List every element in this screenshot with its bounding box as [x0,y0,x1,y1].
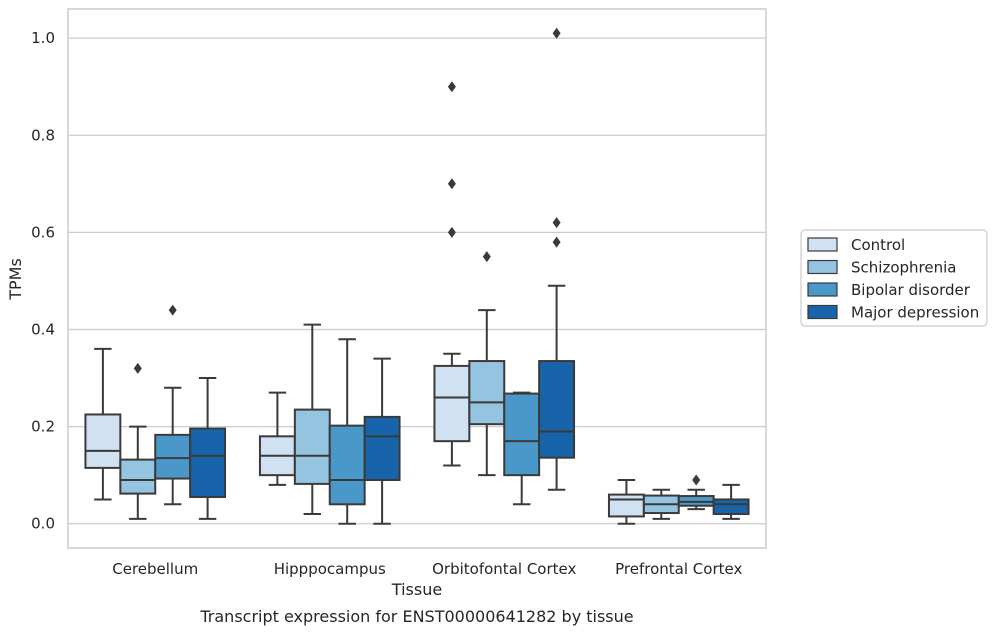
box-iqr [433,364,471,443]
box-plot-boxes [84,27,750,525]
y-tick-label: 1.0 [31,29,55,47]
box-iqr [293,408,331,485]
box-iqr [538,360,576,459]
box-iqr [189,427,227,499]
box-iqr [84,413,122,469]
box [328,338,366,525]
y-tick-label: 0.4 [31,320,55,338]
box-iqr [712,498,750,516]
box-iqr [363,415,401,482]
box [433,81,471,467]
box-iqr [468,360,506,426]
box [538,27,576,491]
box [293,323,331,516]
legend-frame [800,229,988,327]
outlier-point [552,236,561,248]
outlier-point [482,251,491,263]
box [607,479,645,525]
y-tick-label: 0.8 [31,126,55,144]
x-axis-ticks: Cerebellum Hipppocampus Orbitofontal Corte… [112,560,742,578]
outlier-point [447,226,456,238]
box [154,304,192,506]
legend-swatch [807,282,838,297]
outlier-point [133,362,142,374]
plot-frame [67,8,767,549]
box [712,483,750,520]
box [189,377,227,520]
legend-label: Bipolar disorder [851,281,971,299]
box [468,251,506,477]
box-iqr [119,458,157,495]
outlier-point [447,178,456,190]
box [258,391,296,486]
box [503,391,541,506]
x-tick-label: Cerebellum [112,560,198,578]
legend: Control Schizophrenia Bipolar disorder Majo… [800,229,988,327]
legend-label: Major depression [851,304,979,322]
legend-label: Schizophrenia [851,259,956,277]
outlier-point [552,217,561,229]
box [642,488,680,520]
y-tick-label: 0.2 [31,418,55,436]
box-iqr [154,433,192,480]
box [677,474,715,511]
outlier-point [168,304,177,316]
outlier-point [552,27,561,39]
chart-caption: Transcript expression for ENST0000064128… [199,607,633,626]
x-tick-label: Prefrontal Cortex [615,560,742,578]
y-axis-ticks: 0.0 0.2 0.4 0.6 0.8 1.0 [31,29,55,533]
x-axis-title: Tissue [391,580,442,599]
box [119,362,157,520]
box-iqr [503,392,541,477]
outlier-point [692,474,701,486]
y-axis-title: TPMs [6,258,25,301]
legend-label: Control [851,236,905,254]
box-iqr [607,493,645,518]
grid-lines [68,37,766,525]
box [84,347,122,501]
legend-swatch [807,259,838,275]
outlier-point [447,81,456,93]
x-tick-label: Hipppocampus [274,560,386,578]
legend-swatch [807,237,838,252]
y-tick-label: 0.0 [31,515,55,533]
legend-swatch [807,304,838,320]
y-tick-label: 0.6 [31,223,55,241]
box-iqr [328,424,366,506]
box [363,357,401,525]
x-tick-label: Orbitofontal Cortex [432,560,576,578]
